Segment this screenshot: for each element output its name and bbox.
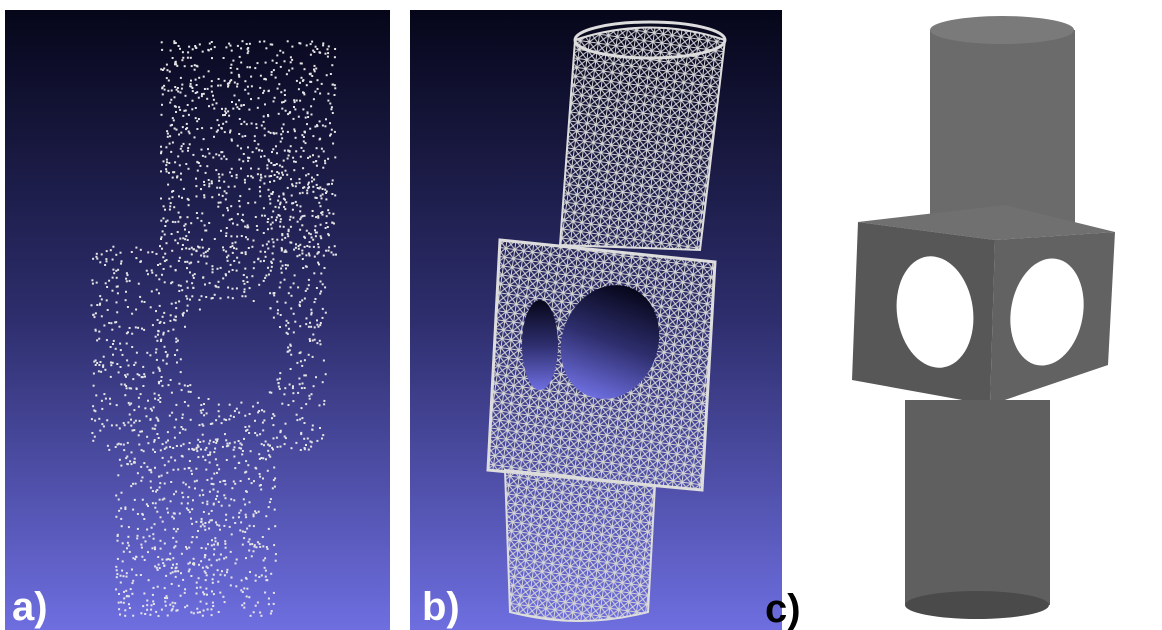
panel-a-background — [5, 10, 390, 630]
solid-render — [852, 16, 1115, 619]
panel-label: b) — [422, 585, 460, 629]
point-cloud — [90, 40, 337, 617]
panel-label: c) — [765, 587, 801, 630]
wireframe-mesh — [486, 20, 727, 622]
panel-label: a) — [12, 585, 48, 629]
